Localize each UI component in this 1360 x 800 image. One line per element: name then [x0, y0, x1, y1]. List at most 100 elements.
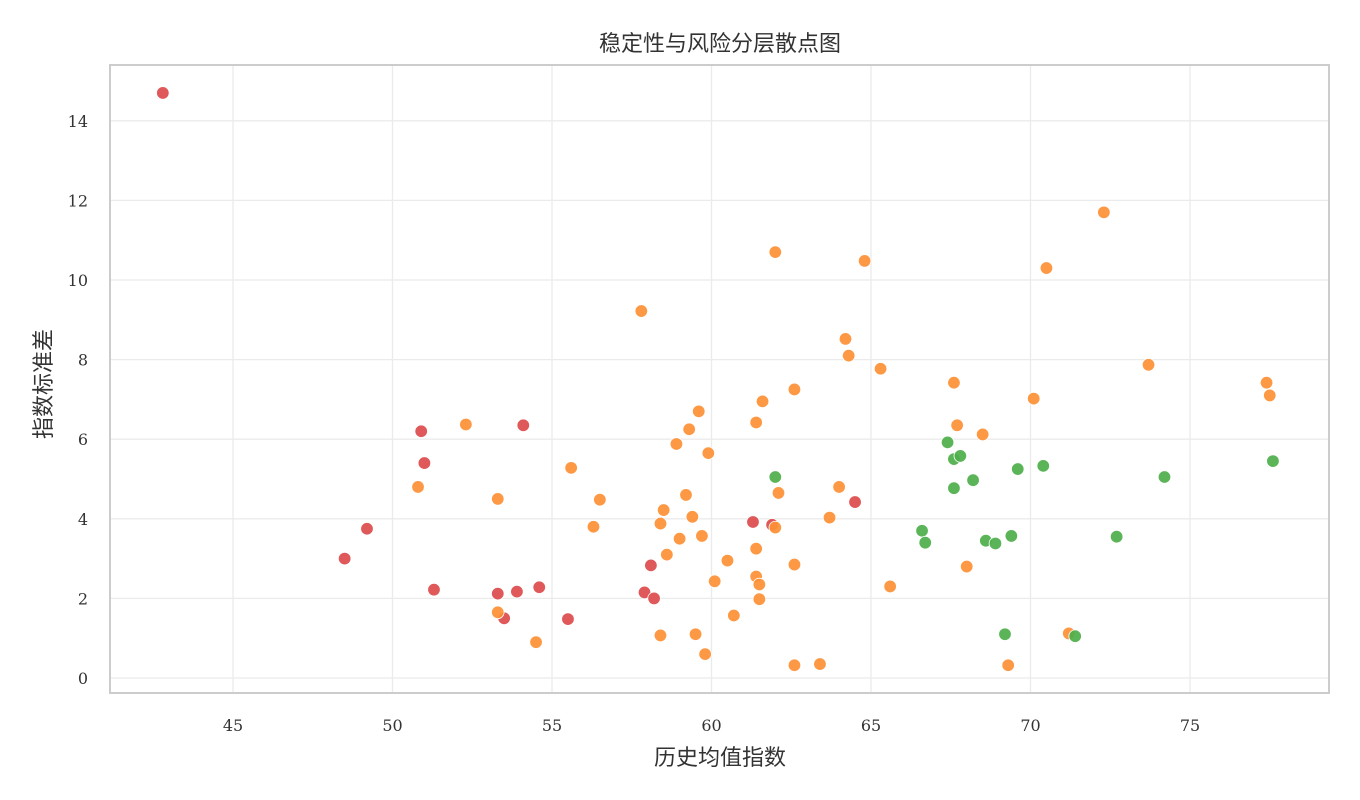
data-point — [637, 585, 652, 600]
data-point — [915, 524, 929, 538]
data-point — [692, 404, 706, 419]
data-point — [1004, 529, 1019, 543]
data-point — [414, 424, 428, 438]
data-point — [1036, 459, 1050, 473]
data-point — [848, 495, 862, 509]
data-point — [653, 628, 668, 643]
data-point — [787, 557, 802, 572]
x-tick-label: 75 — [1180, 716, 1200, 735]
y-tick-label: 14 — [68, 112, 88, 131]
x-tick-label: 45 — [223, 716, 243, 735]
data-point — [1011, 462, 1025, 476]
data-point — [1263, 388, 1277, 403]
data-point — [1259, 375, 1274, 390]
data-point — [695, 529, 709, 543]
data-point — [701, 446, 716, 460]
plot-area — [109, 64, 1330, 694]
series-low-risk — [768, 435, 1280, 643]
data-point — [841, 348, 856, 363]
data-point — [417, 456, 432, 470]
data-point — [634, 304, 649, 318]
data-point — [688, 627, 703, 641]
x-tick-label: 65 — [861, 716, 881, 735]
data-point — [768, 520, 783, 535]
data-point — [947, 375, 961, 390]
data-point — [947, 481, 961, 495]
data-point — [1068, 629, 1082, 643]
data-point — [873, 362, 888, 376]
data-point — [669, 437, 684, 451]
data-point — [586, 520, 601, 534]
x-tick-label: 70 — [1020, 716, 1040, 735]
data-point — [679, 488, 693, 502]
data-point — [787, 382, 802, 397]
data-point — [532, 580, 546, 594]
data-point — [698, 647, 712, 661]
data-point — [966, 473, 980, 487]
data-point — [644, 558, 658, 573]
data-point — [1109, 530, 1124, 544]
data-point — [749, 541, 763, 556]
data-point — [950, 418, 964, 432]
data-point — [516, 418, 530, 432]
data-point — [459, 417, 473, 432]
data-point — [787, 658, 802, 672]
data-point — [707, 574, 722, 588]
data-point — [813, 657, 827, 671]
data-point — [768, 245, 783, 259]
y-tick-label: 12 — [68, 191, 88, 210]
data-point — [685, 510, 700, 524]
x-axis-label: 历史均值指数 — [653, 746, 786, 771]
series-mid-risk — [411, 205, 1277, 672]
data-point — [672, 532, 687, 546]
data-point — [656, 503, 671, 517]
data-point — [1026, 391, 1041, 406]
data-point — [593, 492, 607, 507]
data-point — [998, 627, 1012, 641]
data-point — [755, 394, 770, 409]
data-point — [561, 612, 575, 626]
y-tick-label: 0 — [78, 669, 88, 688]
y-axis-label: 指数标准差 — [32, 328, 57, 440]
data-point — [771, 486, 786, 500]
y-tick-label: 6 — [78, 430, 88, 449]
data-point — [727, 608, 741, 623]
data-point — [564, 461, 578, 475]
data-point — [832, 480, 846, 494]
data-point — [749, 415, 763, 430]
data-point — [1097, 205, 1111, 220]
data-point — [918, 535, 932, 550]
data-point — [752, 577, 767, 592]
data-point — [647, 591, 661, 606]
x-tick-label: 55 — [542, 716, 562, 735]
data-point — [529, 635, 543, 649]
data-point — [491, 605, 505, 620]
data-point — [411, 480, 425, 494]
x-tick-label: 60 — [701, 716, 721, 735]
data-point — [1039, 261, 1054, 275]
data-point — [653, 516, 668, 531]
data-point — [491, 586, 505, 601]
data-point — [988, 536, 1003, 551]
data-point — [960, 559, 974, 574]
data-point — [682, 422, 696, 436]
x-tick-label: 50 — [382, 716, 402, 735]
data-point — [953, 449, 968, 463]
data-point — [360, 522, 374, 536]
data-point — [337, 551, 352, 566]
data-point — [1001, 658, 1015, 672]
data-point — [752, 592, 767, 606]
data-point — [883, 579, 897, 594]
y-tick-label: 2 — [78, 589, 88, 608]
scatter-plot — [111, 66, 1328, 692]
data-point — [1266, 454, 1280, 468]
data-point — [427, 582, 441, 597]
y-tick-label: 10 — [68, 271, 88, 290]
data-point — [857, 254, 872, 268]
data-point — [491, 492, 505, 506]
data-point — [156, 86, 170, 100]
data-point — [1141, 358, 1156, 372]
data-point — [822, 510, 837, 525]
data-point — [838, 332, 853, 346]
data-point — [940, 435, 955, 450]
